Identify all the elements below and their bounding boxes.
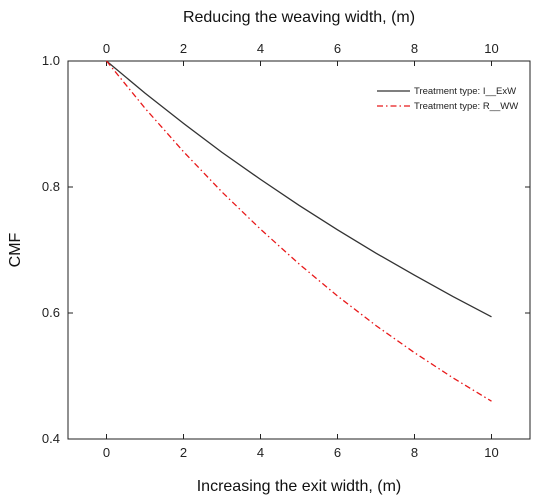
- series-line-1: [106, 60, 492, 318]
- axis-tick-labels: 0 2 4 6 8 10 0 2 4 6 8 10 0.4 0.6 0.8 1.0: [42, 41, 499, 460]
- series-lines: [105, 60, 492, 402]
- legend-label-1: Treatment type: I__ExW: [414, 86, 516, 97]
- x-tick-label: 10: [484, 445, 498, 460]
- x-axis-title: Increasing the exit width, (m): [197, 478, 402, 495]
- x-tick-label: 8: [411, 445, 418, 460]
- x2-tick-label: 4: [257, 41, 264, 56]
- plot-area: [67, 60, 531, 440]
- y-tick-label: 0.6: [42, 305, 60, 320]
- y-axis-title: CMF: [7, 232, 24, 267]
- x2-tick-label: 10: [484, 41, 498, 56]
- x-tick-label: 6: [334, 445, 341, 460]
- x2-tick-label: 6: [334, 41, 341, 56]
- legend: Treatment type: I__ExW Treatment type: R_…: [377, 86, 518, 112]
- y-tick-label: 0.8: [42, 179, 60, 194]
- axis-ticks: [68, 60, 530, 440]
- x2-tick-label: 2: [180, 41, 187, 56]
- legend-label-2: Treatment type: R__WW: [414, 101, 518, 112]
- y-tick-label: 0.4: [42, 431, 60, 446]
- x-tick-label: 4: [257, 445, 264, 460]
- x-tick-label: 0: [103, 445, 110, 460]
- y-tick-label: 1.0: [42, 53, 60, 68]
- x2-axis-title: Reducing the weaving width, (m): [183, 9, 415, 26]
- x-tick-label: 2: [180, 445, 187, 460]
- x2-tick-label: 8: [411, 41, 418, 56]
- x2-tick-label: 0: [103, 41, 110, 56]
- series-line-2: [105, 60, 492, 402]
